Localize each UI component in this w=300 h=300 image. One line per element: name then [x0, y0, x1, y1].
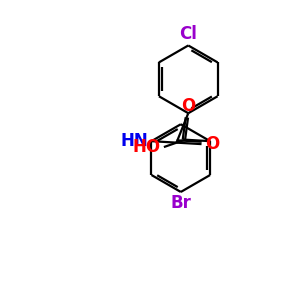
Text: O: O: [181, 97, 195, 115]
Text: HN: HN: [121, 132, 148, 150]
Text: Br: Br: [170, 194, 191, 212]
Text: O: O: [205, 135, 219, 153]
Text: Cl: Cl: [179, 25, 197, 43]
Text: HO: HO: [133, 138, 161, 156]
